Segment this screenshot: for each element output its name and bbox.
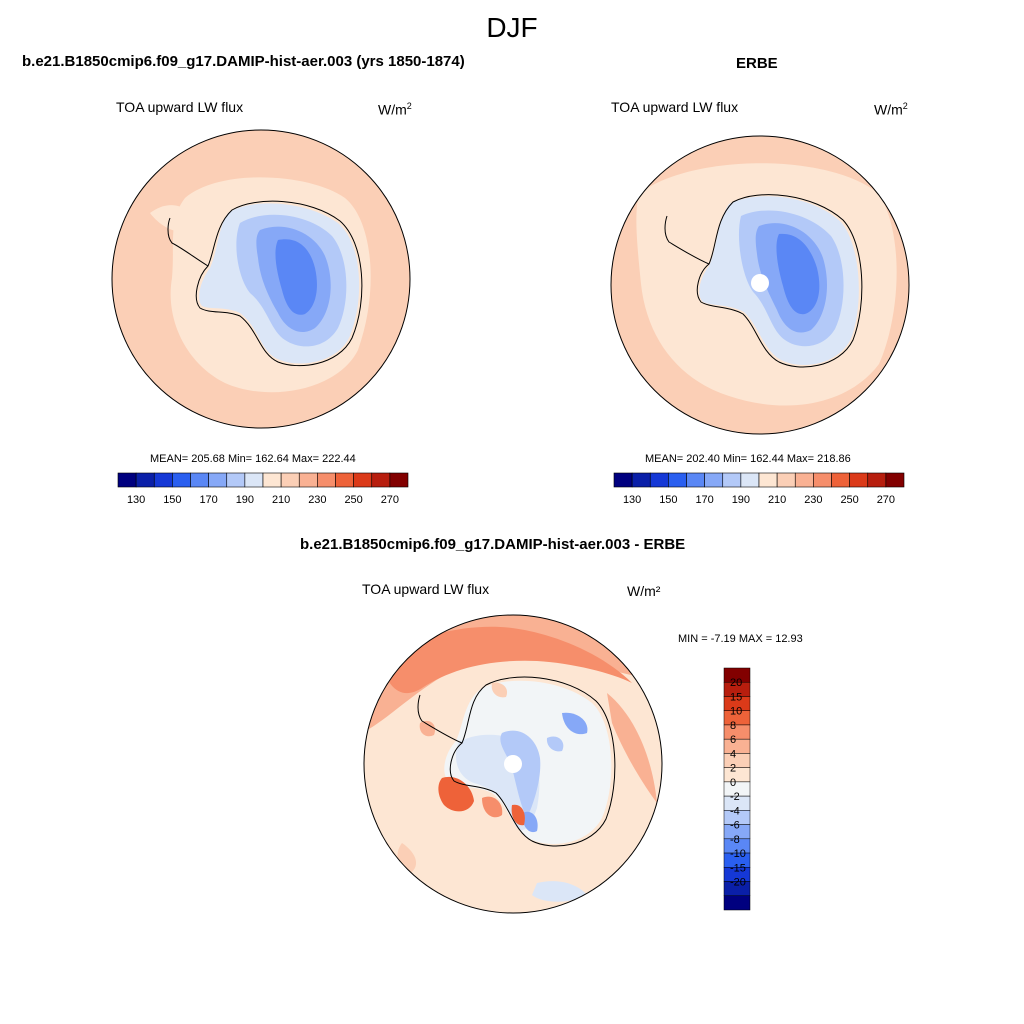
model-colorbar-box bbox=[317, 472, 336, 488]
obs-colorbar-box bbox=[704, 472, 724, 488]
diff-colorbar-tick-label: 20 bbox=[730, 677, 742, 689]
model-polar-map bbox=[111, 129, 411, 429]
model-colorbar-tick-label: 190 bbox=[236, 494, 254, 506]
diff-minmax: MIN = -7.19 MAX = 12.93 bbox=[678, 633, 803, 645]
model-map-boundary bbox=[111, 129, 411, 429]
obs-variable-label: TOA upward LW flux bbox=[611, 99, 739, 115]
diff-colorbar-tick-label: 8 bbox=[730, 720, 736, 732]
diff-variable-label: TOA upward LW flux bbox=[362, 581, 490, 597]
model-colorbar-tick-label: 270 bbox=[381, 494, 399, 506]
diff-colorbar-tick-label: -8 bbox=[730, 834, 740, 846]
model-colorbar-tick-label: 170 bbox=[199, 494, 217, 506]
obs-colorbar-tick-label: 130 bbox=[623, 494, 641, 506]
obs-colorbar-box bbox=[649, 472, 669, 488]
obs-colorbar-box bbox=[885, 472, 905, 488]
obs-colorbar-box bbox=[722, 472, 742, 488]
model-colorbar-box bbox=[371, 472, 391, 488]
diff-units-label: W/m² bbox=[627, 583, 661, 599]
model-colorbar-box bbox=[262, 472, 282, 488]
diff-map-boundary bbox=[363, 614, 663, 914]
model-colorbar-tick-label: 230 bbox=[308, 494, 326, 506]
model-colorbar-box bbox=[389, 472, 409, 488]
diff-colorbar-tick-label: 2 bbox=[730, 763, 736, 775]
obs-colorbar-box bbox=[686, 472, 705, 488]
model-colorbar: 130 150 170 190 210 230 250 270 bbox=[117, 472, 409, 506]
model-colorbar-box bbox=[298, 472, 318, 488]
diff-colorbar-tick-label: -2 bbox=[730, 791, 740, 803]
obs-colorbar-tick-label: 170 bbox=[695, 494, 713, 506]
diff-missing-pole-disc bbox=[504, 755, 522, 773]
obs-colorbar-tick-label: 250 bbox=[840, 494, 858, 506]
model-panel-title: b.e21.B1850cmip6.f09_g17.DAMIP-hist-aer.… bbox=[22, 53, 465, 70]
obs-colorbar-box bbox=[631, 472, 651, 488]
obs-colorbar-box bbox=[849, 472, 869, 488]
obs-colorbar-box bbox=[776, 472, 796, 488]
diff-colorbar-tick-label: 10 bbox=[730, 706, 742, 718]
model-colorbar-box bbox=[172, 472, 191, 488]
obs-colorbar-box bbox=[831, 472, 850, 488]
model-colorbar-tick-label: 210 bbox=[272, 494, 290, 506]
obs-colorbar-box bbox=[740, 472, 760, 488]
obs-panel-title: ERBE bbox=[736, 55, 778, 72]
model-colorbar-box bbox=[226, 472, 246, 488]
obs-colorbar-box bbox=[867, 472, 887, 488]
diff-colorbar-tick-label: 6 bbox=[730, 734, 736, 746]
obs-stats: MEAN= 202.40 Min= 162.44 Max= 218.86 bbox=[645, 453, 851, 465]
diff-colorbar-tick-label: -20 bbox=[730, 877, 746, 889]
model-colorbar-box bbox=[244, 472, 264, 488]
diff-colorbar-tick-label: -15 bbox=[730, 862, 746, 874]
model-colorbar-box bbox=[153, 472, 173, 488]
diff-colorbar-tick-label: -6 bbox=[730, 820, 740, 832]
obs-map-boundary bbox=[610, 135, 910, 435]
model-colorbar-box bbox=[208, 472, 228, 488]
model-variable-label: TOA upward LW flux bbox=[116, 99, 244, 115]
model-colorbar-box bbox=[190, 472, 209, 488]
obs-colorbar-tick-label: 210 bbox=[768, 494, 786, 506]
obs-colorbar-box bbox=[613, 472, 633, 488]
obs-units-label: W/m2 bbox=[874, 101, 908, 118]
obs-colorbar-tick-label: 230 bbox=[804, 494, 822, 506]
obs-colorbar-tick-label: 190 bbox=[732, 494, 750, 506]
diff-colorbar-tick-label: 4 bbox=[730, 748, 736, 760]
model-colorbar-box bbox=[335, 472, 354, 488]
obs-colorbar-tick-label: 270 bbox=[877, 494, 895, 506]
model-colorbar-box bbox=[353, 472, 373, 488]
figure-title: DJF bbox=[486, 12, 538, 43]
model-colorbar-tick-label: 130 bbox=[127, 494, 145, 506]
diff-panel-title: b.e21.B1850cmip6.f09_g17.DAMIP-hist-aer.… bbox=[300, 536, 686, 553]
model-colorbar-box bbox=[117, 472, 137, 488]
diff-colorbar-box bbox=[723, 753, 751, 768]
diff-colorbar-tick-label: -10 bbox=[730, 848, 746, 860]
diff-colorbar-box bbox=[723, 895, 751, 911]
diff-colorbar-tick-label: 15 bbox=[730, 691, 742, 703]
diff-colorbar-tick-label: -4 bbox=[730, 805, 740, 817]
model-colorbar-tick-label: 250 bbox=[344, 494, 362, 506]
model-colorbar-box bbox=[135, 472, 155, 488]
obs-colorbar-box bbox=[813, 472, 832, 488]
model-colorbar-box bbox=[280, 472, 300, 488]
model-units-label: W/m2 bbox=[378, 101, 412, 118]
diff-colorbar-box bbox=[723, 738, 751, 754]
obs-colorbar-box bbox=[794, 472, 814, 488]
obs-colorbar-tick-label: 150 bbox=[659, 494, 677, 506]
model-stats: MEAN= 205.68 Min= 162.64 Max= 222.44 bbox=[150, 453, 356, 465]
diff-colorbar-box bbox=[723, 724, 751, 740]
diff-polar-map bbox=[363, 614, 663, 914]
obs-colorbar-box bbox=[668, 472, 687, 488]
obs-polar-map bbox=[610, 135, 910, 435]
obs-colorbar-box bbox=[758, 472, 778, 488]
diff-colorbar-tick-label: 0 bbox=[730, 777, 736, 789]
model-colorbar-tick-label: 150 bbox=[163, 494, 181, 506]
obs-missing-pole-disc bbox=[751, 274, 769, 292]
obs-colorbar: 130 150 170 190 210 230 250 270 bbox=[613, 472, 905, 506]
diff-colorbar-box bbox=[723, 767, 751, 783]
